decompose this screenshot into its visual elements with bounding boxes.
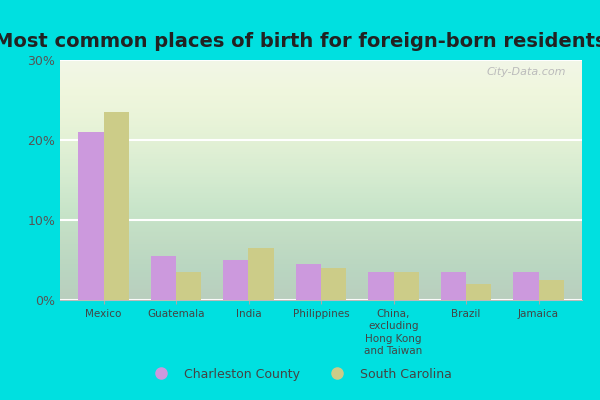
Bar — [466, 284, 491, 300]
Bar — [151, 256, 176, 300]
Text: Most common places of birth for foreign-born residents: Most common places of birth for foreign-… — [0, 32, 600, 51]
Bar — [223, 260, 248, 300]
Bar — [176, 272, 202, 300]
Bar — [368, 272, 394, 300]
Text: City-Data.com: City-Data.com — [487, 67, 566, 77]
Bar — [440, 272, 466, 300]
Bar — [539, 280, 564, 300]
Legend: Charleston County, South Carolina: Charleston County, South Carolina — [143, 363, 457, 386]
Bar — [104, 112, 129, 300]
Bar — [78, 132, 104, 300]
Bar — [513, 272, 539, 300]
Bar — [296, 264, 321, 300]
Bar — [321, 268, 346, 300]
Bar — [248, 248, 274, 300]
Bar — [394, 272, 419, 300]
